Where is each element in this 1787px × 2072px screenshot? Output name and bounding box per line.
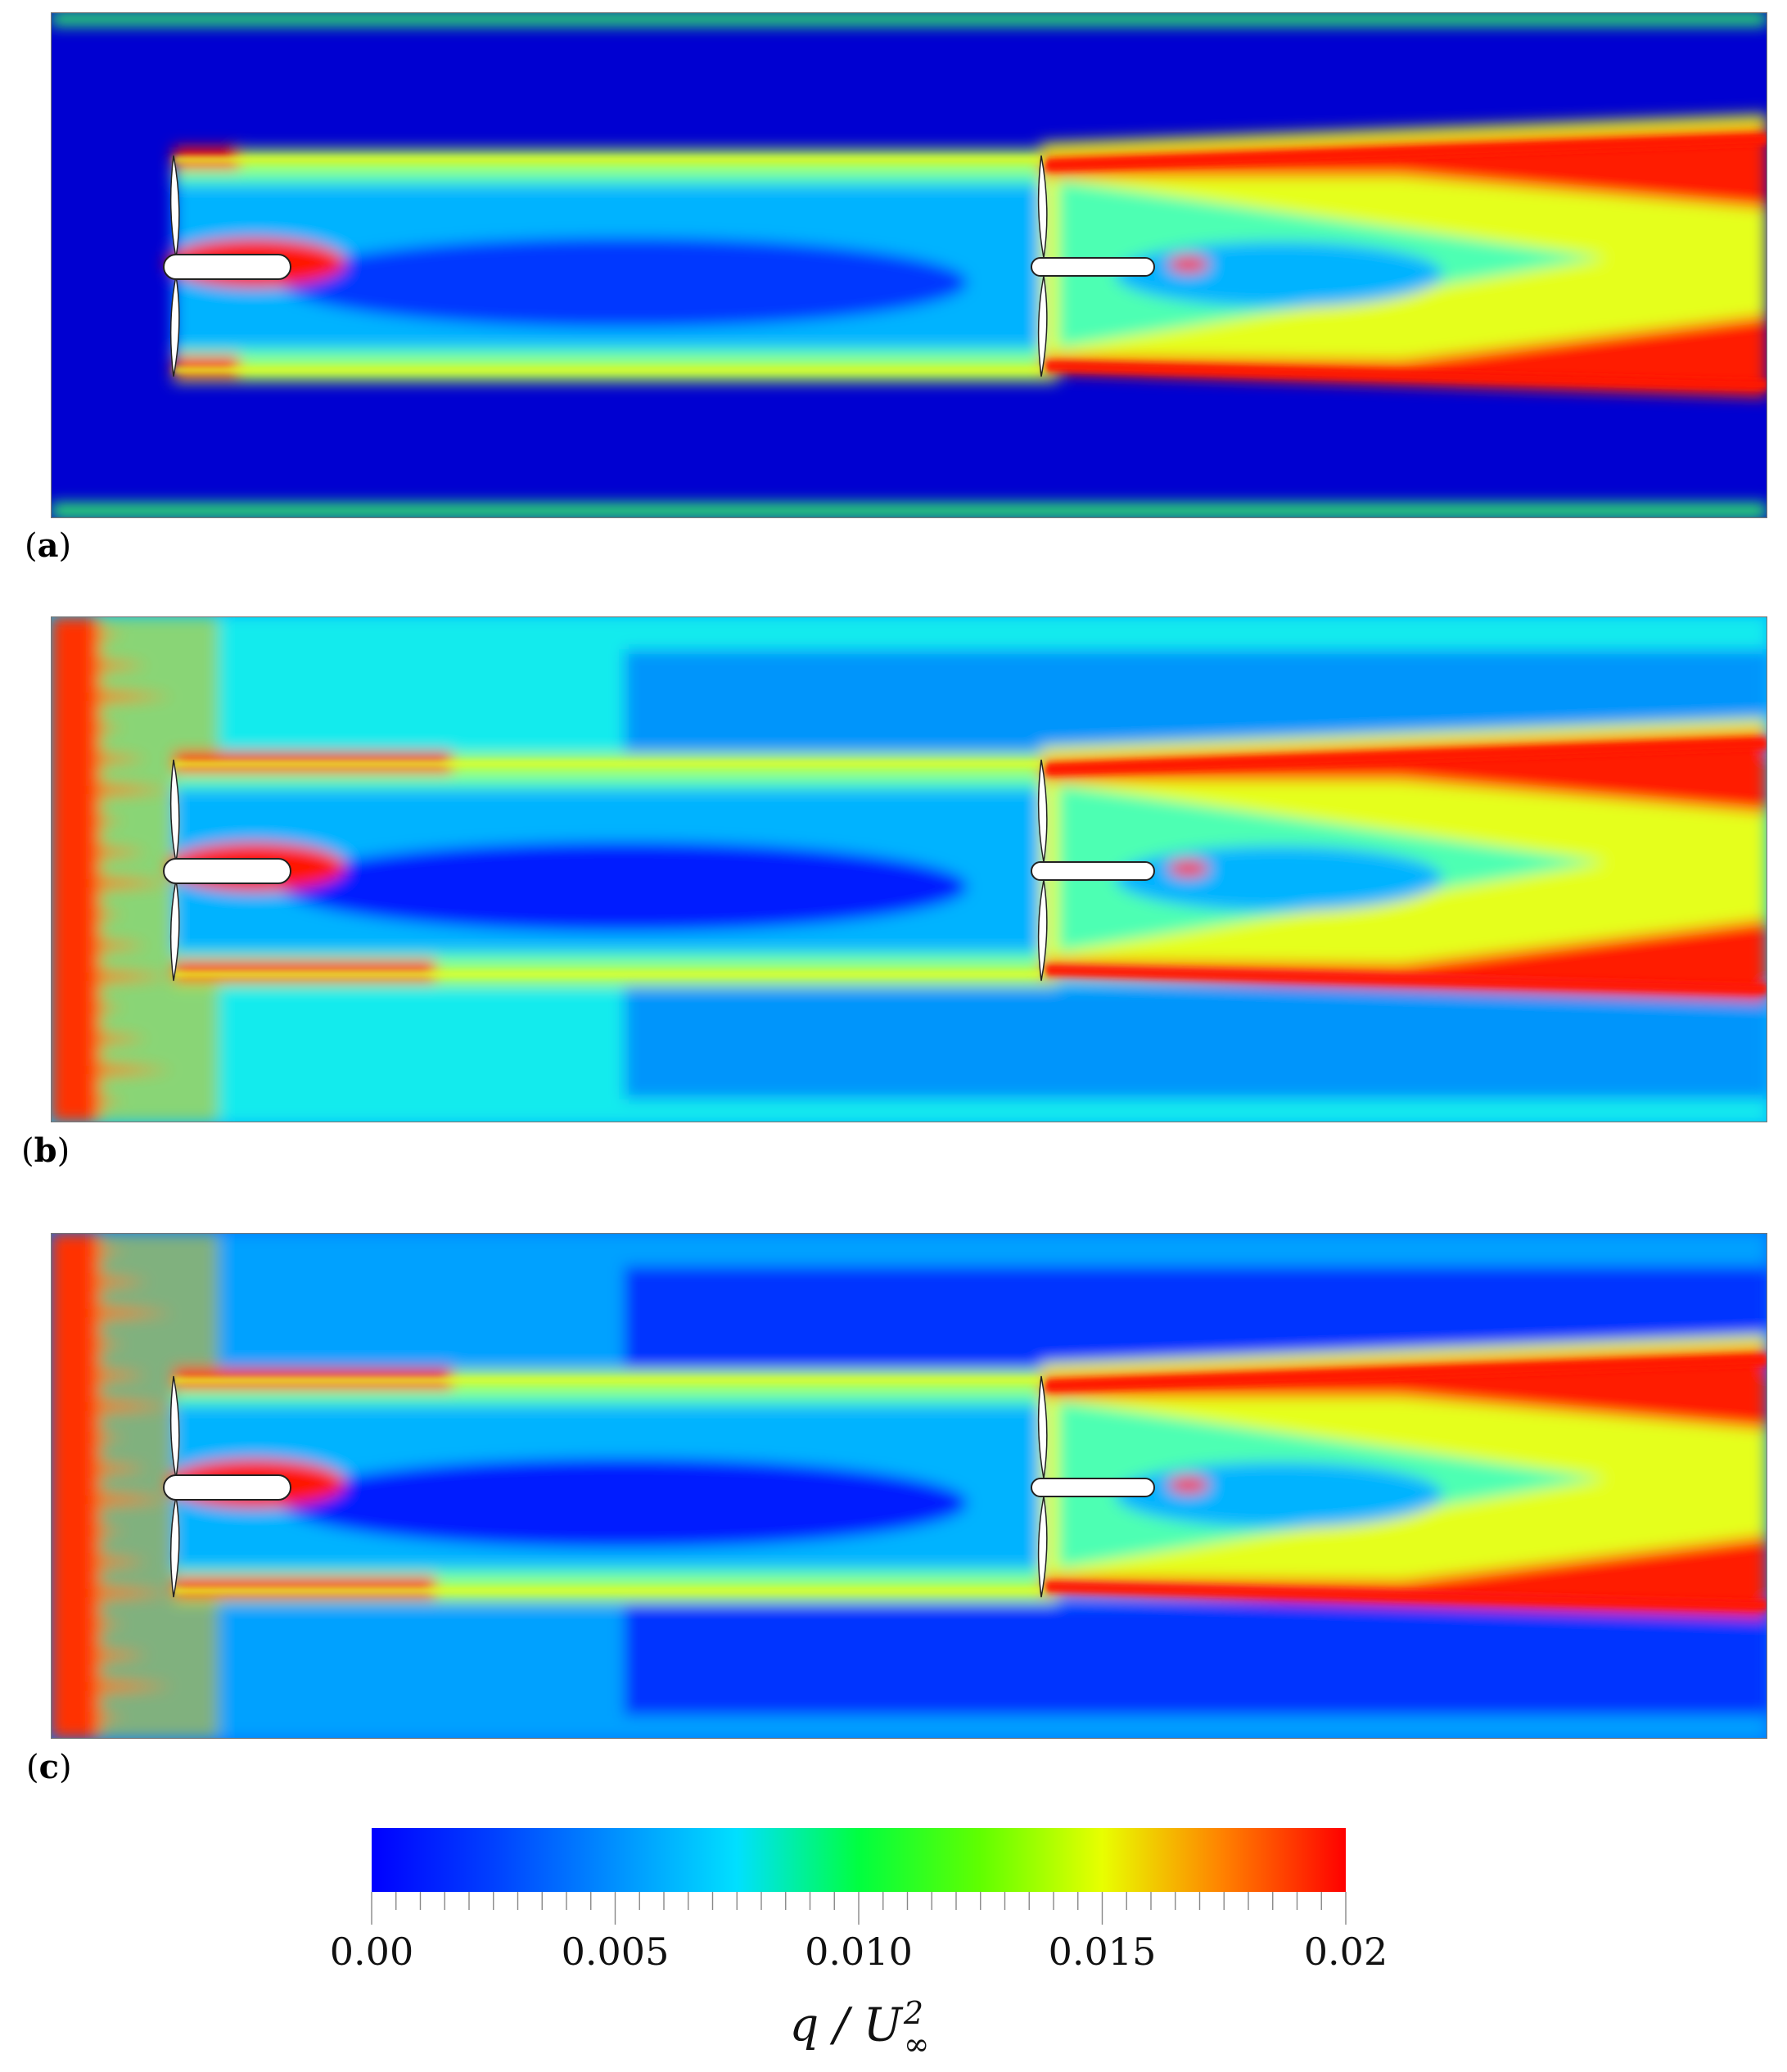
upstream-turbine [163, 1375, 291, 1598]
nacelle [1031, 257, 1155, 277]
nacelle [163, 1474, 291, 1501]
flow-field [51, 1233, 1767, 1739]
downstream-turbine [1031, 1375, 1155, 1598]
upstream-turbine [163, 155, 291, 377]
contour-panel-b [51, 616, 1767, 1122]
contour-plot-b [51, 616, 1767, 1122]
nacelle [1031, 1478, 1155, 1497]
colorbar-title: q / U 2 ∞ [789, 1995, 930, 2062]
panel-label-a: (a) [25, 526, 72, 565]
panel-label-b: (b) [21, 1131, 70, 1170]
panel-frame [51, 1233, 1767, 1739]
downstream-turbine [1031, 155, 1155, 377]
flow-field [51, 616, 1767, 1122]
colorbar-ticks [371, 1892, 1347, 1925]
nacelle [163, 254, 291, 280]
contour-panel-a [51, 12, 1767, 518]
nacelle [163, 858, 291, 884]
contour-plot-a [51, 12, 1767, 518]
nacelle [1031, 861, 1155, 881]
panel-label-c: (c) [26, 1748, 72, 1786]
colorbar-gradient [372, 1828, 1346, 1892]
panel-frame [51, 12, 1767, 518]
colorbar [372, 1828, 1346, 1892]
contour-plot-c [51, 1233, 1767, 1739]
downstream-turbine [1031, 759, 1155, 982]
colorbar-tick-label: 0.010 [805, 1930, 913, 1974]
contour-panel-c [51, 1233, 1767, 1739]
colorbar-tick-label: 0.015 [1048, 1930, 1157, 1974]
flow-field [51, 12, 1767, 518]
upstream-turbine [163, 759, 291, 982]
colorbar-tick-label: 0.02 [1303, 1930, 1388, 1974]
colorbar-tick-label: 0.00 [329, 1930, 414, 1974]
panel-frame [51, 616, 1767, 1122]
colorbar-tick-label: 0.005 [561, 1930, 670, 1974]
